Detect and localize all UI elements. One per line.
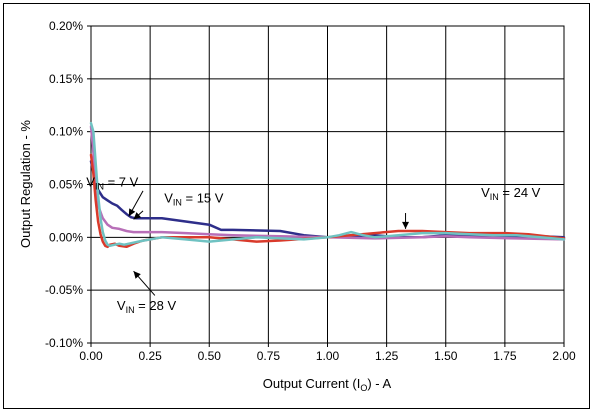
annotation-value: = 28 V — [135, 298, 177, 313]
x-tick-label: 0.75 — [257, 349, 281, 363]
x-tick-label: 2.00 — [552, 349, 576, 363]
annotation-subscript: IN — [95, 182, 104, 192]
y-tick-label: 0.20% — [49, 19, 83, 33]
annotation-subscript: IN — [126, 305, 135, 315]
annotation-subscript: IN — [490, 192, 499, 202]
y-tick-label: 0.15% — [49, 72, 83, 86]
x-tick-label: 1.00 — [316, 349, 340, 363]
arrow-head-1 — [128, 208, 136, 217]
y-tick-label: 0.10% — [49, 125, 83, 139]
x-axis-title: Output Current (IO) - A — [263, 376, 392, 393]
annotation-subscript: IN — [173, 197, 182, 207]
x-tick-label: 1.75 — [493, 349, 517, 363]
annotation-v: V — [164, 190, 173, 205]
annotation-4: VIN = 28 V — [117, 298, 177, 315]
y-axis-title: Output Regulation - % — [18, 120, 33, 248]
series-layer — [89, 121, 566, 249]
annotation-v: V — [481, 185, 490, 200]
y-tick-label: -0.10% — [45, 336, 83, 350]
arrow-layer — [128, 190, 410, 296]
x-tick-label: 1.25 — [375, 349, 399, 363]
arrow-head-4 — [133, 271, 141, 279]
annotation-v: V — [117, 298, 126, 313]
x-tick-label: 0.25 — [138, 349, 162, 363]
annotation-3: VIN = 24 V — [481, 185, 541, 202]
y-tick-label: -0.05% — [45, 283, 83, 297]
tick-layer: 0.00 0.25 0.50 0.75 1.00 1.25 1.50 1.75 2.00 -0.1… — [45, 19, 576, 363]
annotation-v: V — [86, 175, 95, 190]
annotation-2: VIN = 15 V — [164, 190, 224, 207]
x-axis-title-main: Output Current (I — [263, 376, 361, 391]
arrow-head-3 — [402, 221, 410, 229]
y-tick-label: 0.05% — [49, 178, 83, 192]
x-tick-label: 0.50 — [198, 349, 222, 363]
x-tick-label: 1.50 — [434, 349, 458, 363]
series-line-4 — [89, 121, 566, 248]
annotation-value: = 24 V — [499, 185, 541, 200]
y-tick-label: 0.00% — [49, 230, 83, 244]
x-tick-label: 0.00 — [79, 349, 103, 363]
annotation-1: VIN = 7 V — [86, 175, 138, 192]
annotation-value: = 7 V — [104, 175, 139, 190]
x-axis-title-sub: O — [360, 383, 367, 393]
x-axis-title-tail: ) - A — [367, 376, 391, 391]
annotation-value: = 15 V — [182, 190, 224, 205]
arrow-head-2 — [133, 212, 142, 220]
